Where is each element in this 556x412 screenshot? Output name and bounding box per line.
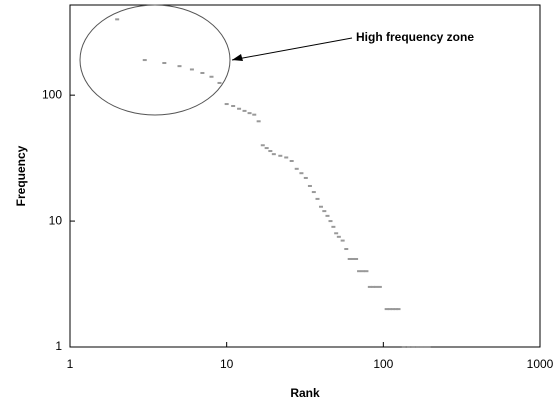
point (189, 68, 194, 71)
point (396, 308, 401, 311)
point (311, 191, 316, 194)
point (367, 285, 372, 288)
point (315, 197, 320, 200)
point (217, 81, 222, 84)
point (209, 75, 214, 78)
point (371, 285, 376, 288)
point (364, 270, 369, 273)
point (278, 154, 283, 157)
point (331, 225, 336, 228)
y-tick-label: 100 (42, 87, 62, 101)
point (419, 346, 424, 348)
point (224, 103, 229, 106)
point (411, 346, 416, 348)
point (271, 153, 276, 156)
point (360, 270, 365, 273)
point (260, 144, 265, 147)
point (142, 59, 147, 62)
point (237, 107, 242, 110)
point (393, 308, 398, 311)
point (357, 270, 362, 273)
point (252, 113, 257, 116)
point (268, 150, 273, 153)
y-tick-label: 1 (55, 339, 62, 353)
point (177, 65, 182, 68)
point (256, 120, 261, 123)
point (318, 205, 323, 208)
x-axis-label: Rank (290, 386, 320, 400)
point (344, 248, 349, 251)
point (401, 346, 406, 348)
x-tick-label: 1000 (527, 357, 554, 371)
point (242, 109, 247, 112)
x-tick-label: 1 (67, 357, 74, 371)
point (294, 167, 299, 170)
point (387, 308, 392, 311)
point (350, 257, 355, 260)
point (390, 308, 395, 311)
point (336, 235, 341, 238)
point (423, 346, 428, 348)
point (347, 257, 352, 260)
y-axis-label: Frequency (14, 145, 28, 206)
point (384, 308, 389, 311)
point (299, 172, 304, 175)
point (162, 62, 167, 65)
point (303, 176, 308, 179)
x-tick-label: 100 (373, 357, 393, 371)
point (264, 147, 269, 150)
highlight-ellipse (79, 4, 231, 116)
annotation-arrow (231, 37, 353, 61)
point (115, 18, 120, 21)
point (325, 214, 330, 217)
point (247, 112, 252, 115)
point (307, 184, 312, 187)
point (334, 232, 339, 235)
point (289, 160, 294, 163)
point (426, 346, 431, 348)
point (340, 239, 345, 242)
point (374, 285, 379, 288)
point (284, 156, 289, 159)
point (354, 257, 359, 260)
point (415, 346, 420, 348)
annotation: High frequency zone (356, 30, 474, 44)
point (200, 71, 205, 74)
point (406, 346, 411, 348)
point (322, 210, 327, 213)
arrow-head (232, 54, 243, 61)
point (231, 105, 236, 108)
point (377, 285, 382, 288)
point (328, 220, 333, 223)
y-tick-label: 10 (49, 213, 63, 227)
plot-frame (69, 4, 541, 348)
x-tick-label: 10 (220, 357, 234, 371)
